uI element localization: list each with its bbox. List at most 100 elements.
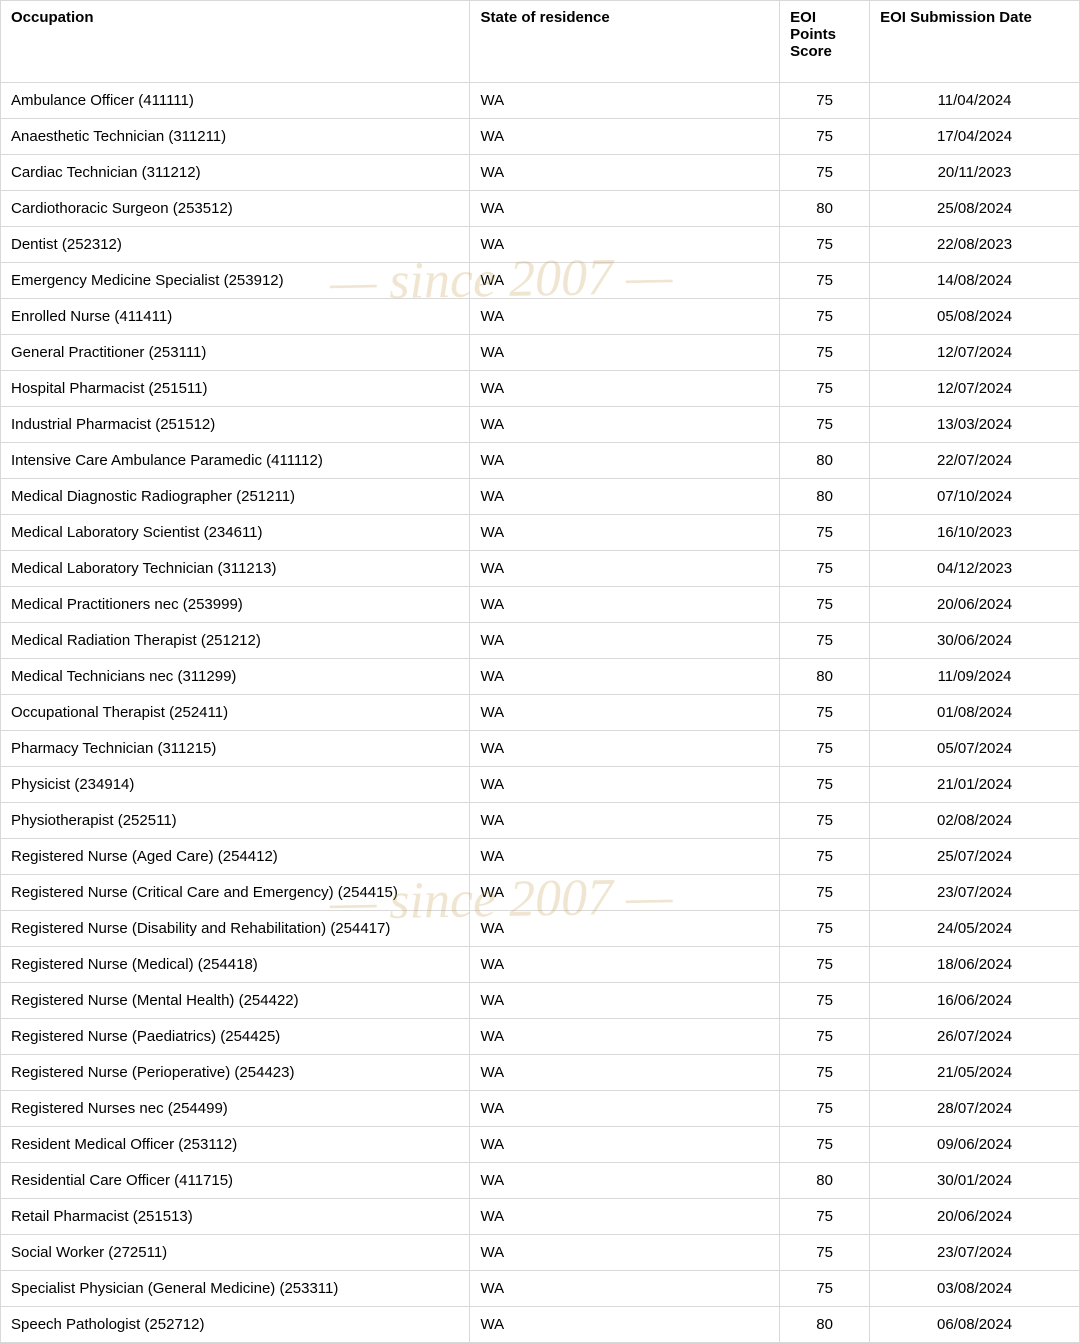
cell-score: 75 [780, 911, 870, 947]
cell-state: WA [470, 1235, 780, 1271]
cell-state: WA [470, 803, 780, 839]
table-row: Dentist (252312)WA7522/08/2023 [1, 227, 1080, 263]
cell-occupation: Dentist (252312) [1, 227, 470, 263]
cell-date: 03/08/2024 [870, 1271, 1080, 1307]
cell-score: 75 [780, 767, 870, 803]
cell-score: 75 [780, 803, 870, 839]
cell-score: 75 [780, 1055, 870, 1091]
cell-score: 75 [780, 515, 870, 551]
cell-date: 22/07/2024 [870, 443, 1080, 479]
cell-occupation: Medical Practitioners nec (253999) [1, 587, 470, 623]
cell-occupation: Enrolled Nurse (411411) [1, 299, 470, 335]
eoi-table: Occupation State of residence EOI Points… [0, 0, 1080, 1343]
cell-score: 80 [780, 191, 870, 227]
cell-date: 20/11/2023 [870, 155, 1080, 191]
cell-occupation: Cardiac Technician (311212) [1, 155, 470, 191]
cell-state: WA [470, 659, 780, 695]
table-header-row: Occupation State of residence EOI Points… [1, 1, 1080, 83]
cell-occupation: Registered Nurse (Critical Care and Emer… [1, 875, 470, 911]
cell-occupation: Hospital Pharmacist (251511) [1, 371, 470, 407]
table-row: Ambulance Officer (411111)WA7511/04/2024 [1, 83, 1080, 119]
cell-state: WA [470, 839, 780, 875]
table-row: Enrolled Nurse (411411)WA7505/08/2024 [1, 299, 1080, 335]
cell-date: 25/08/2024 [870, 191, 1080, 227]
cell-occupation: Physiotherapist (252511) [1, 803, 470, 839]
cell-score: 75 [780, 731, 870, 767]
cell-occupation: Registered Nurse (Mental Health) (254422… [1, 983, 470, 1019]
cell-date: 23/07/2024 [870, 1235, 1080, 1271]
cell-state: WA [470, 1127, 780, 1163]
cell-score: 75 [780, 1235, 870, 1271]
cell-date: 23/07/2024 [870, 875, 1080, 911]
cell-state: WA [470, 371, 780, 407]
table-row: Registered Nurse (Aged Care) (254412)WA7… [1, 839, 1080, 875]
table-row: Pharmacy Technician (311215)WA7505/07/20… [1, 731, 1080, 767]
cell-state: WA [470, 335, 780, 371]
table-row: Cardiac Technician (311212)WA7520/11/202… [1, 155, 1080, 191]
cell-state: WA [470, 299, 780, 335]
table-row: Registered Nurse (Mental Health) (254422… [1, 983, 1080, 1019]
cell-date: 20/06/2024 [870, 587, 1080, 623]
cell-score: 75 [780, 1199, 870, 1235]
cell-state: WA [470, 695, 780, 731]
cell-occupation: Emergency Medicine Specialist (253912) [1, 263, 470, 299]
cell-score: 75 [780, 155, 870, 191]
cell-score: 80 [780, 1307, 870, 1343]
cell-state: WA [470, 947, 780, 983]
cell-date: 28/07/2024 [870, 1091, 1080, 1127]
cell-occupation: Ambulance Officer (411111) [1, 83, 470, 119]
cell-occupation: Residential Care Officer (411715) [1, 1163, 470, 1199]
header-state: State of residence [470, 1, 780, 83]
cell-state: WA [470, 983, 780, 1019]
cell-occupation: Industrial Pharmacist (251512) [1, 407, 470, 443]
cell-date: 05/08/2024 [870, 299, 1080, 335]
cell-occupation: Registered Nurse (Medical) (254418) [1, 947, 470, 983]
table-row: Industrial Pharmacist (251512)WA7513/03/… [1, 407, 1080, 443]
table-row: Medical Laboratory Technician (311213)WA… [1, 551, 1080, 587]
cell-score: 75 [780, 551, 870, 587]
table-row: Intensive Care Ambulance Paramedic (4111… [1, 443, 1080, 479]
cell-date: 12/07/2024 [870, 335, 1080, 371]
cell-date: 13/03/2024 [870, 407, 1080, 443]
cell-state: WA [470, 1307, 780, 1343]
table-row: Emergency Medicine Specialist (253912)WA… [1, 263, 1080, 299]
cell-occupation: General Practitioner (253111) [1, 335, 470, 371]
cell-date: 26/07/2024 [870, 1019, 1080, 1055]
table-row: Registered Nurse (Medical) (254418)WA751… [1, 947, 1080, 983]
cell-score: 75 [780, 335, 870, 371]
cell-occupation: Medical Radiation Therapist (251212) [1, 623, 470, 659]
cell-date: 01/08/2024 [870, 695, 1080, 731]
table-row: Medical Laboratory Scientist (234611)WA7… [1, 515, 1080, 551]
table-row: Cardiothoracic Surgeon (253512)WA8025/08… [1, 191, 1080, 227]
cell-date: 20/06/2024 [870, 1199, 1080, 1235]
table-row: Hospital Pharmacist (251511)WA7512/07/20… [1, 371, 1080, 407]
cell-state: WA [470, 515, 780, 551]
cell-state: WA [470, 119, 780, 155]
table-row: Anaesthetic Technician (311211)WA7517/04… [1, 119, 1080, 155]
cell-state: WA [470, 731, 780, 767]
cell-date: 16/10/2023 [870, 515, 1080, 551]
cell-occupation: Retail Pharmacist (251513) [1, 1199, 470, 1235]
cell-score: 75 [780, 1091, 870, 1127]
cell-date: 18/06/2024 [870, 947, 1080, 983]
table-row: Retail Pharmacist (251513)WA7520/06/2024 [1, 1199, 1080, 1235]
cell-state: WA [470, 1199, 780, 1235]
cell-state: WA [470, 911, 780, 947]
cell-occupation: Registered Nurse (Paediatrics) (254425) [1, 1019, 470, 1055]
cell-date: 24/05/2024 [870, 911, 1080, 947]
cell-date: 11/04/2024 [870, 83, 1080, 119]
cell-score: 75 [780, 227, 870, 263]
cell-state: WA [470, 227, 780, 263]
cell-state: WA [470, 767, 780, 803]
cell-state: WA [470, 263, 780, 299]
cell-state: WA [470, 1055, 780, 1091]
table-row: Occupational Therapist (252411)WA7501/08… [1, 695, 1080, 731]
cell-score: 80 [780, 1163, 870, 1199]
cell-score: 75 [780, 119, 870, 155]
table-row: Physiotherapist (252511)WA7502/08/2024 [1, 803, 1080, 839]
table-row: Medical Radiation Therapist (251212)WA75… [1, 623, 1080, 659]
cell-score: 75 [780, 983, 870, 1019]
table-row: Registered Nurse (Paediatrics) (254425)W… [1, 1019, 1080, 1055]
cell-state: WA [470, 587, 780, 623]
cell-date: 17/04/2024 [870, 119, 1080, 155]
